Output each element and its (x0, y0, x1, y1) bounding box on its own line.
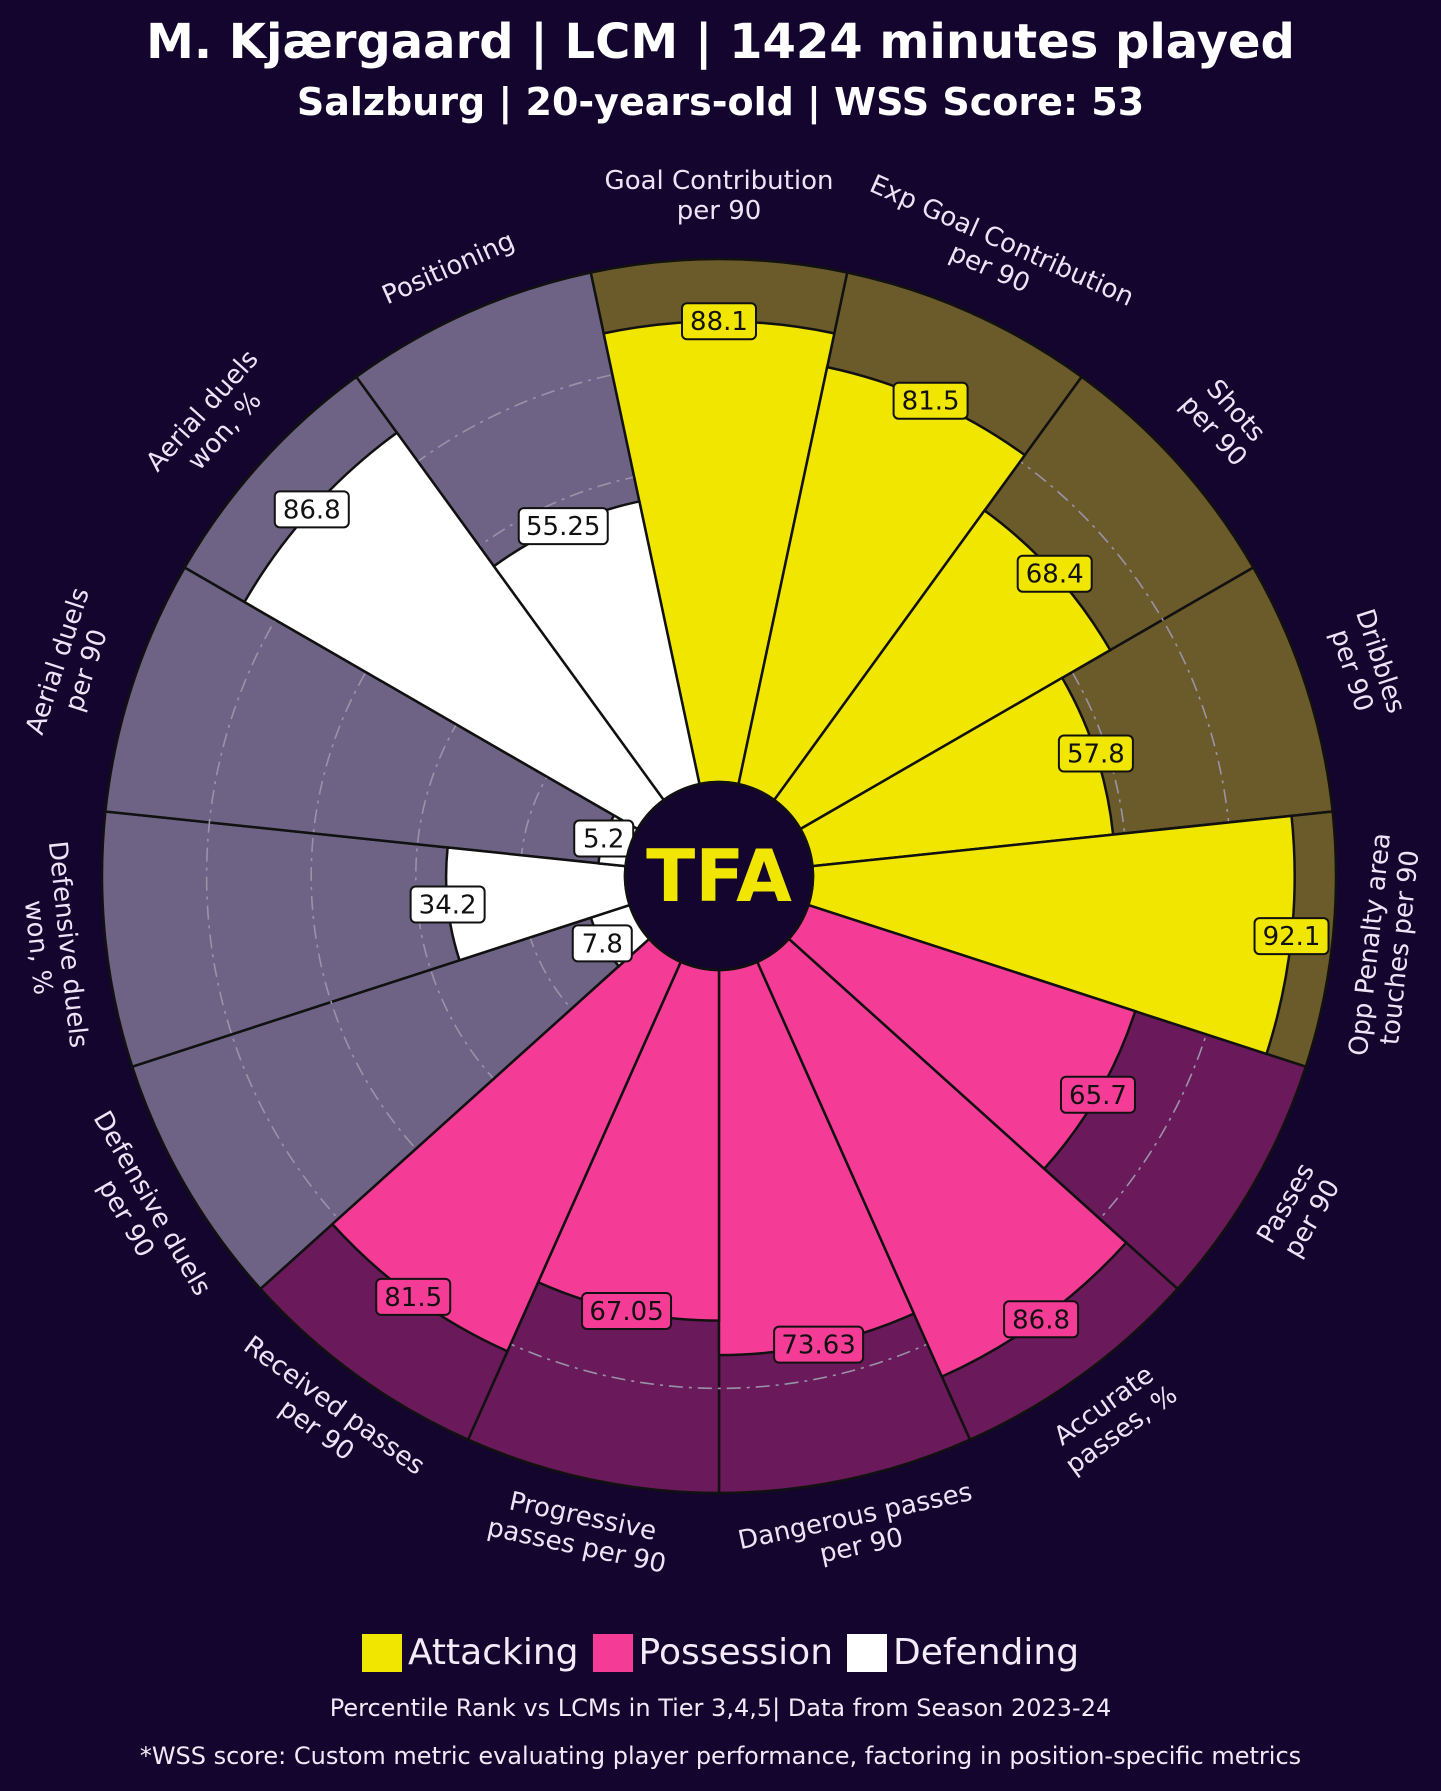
legend-swatch-attacking (361, 1633, 402, 1672)
legend-item-possession: Possession (592, 1632, 834, 1673)
value-text: 86.8 (283, 495, 341, 525)
value-text: 34.2 (419, 891, 477, 921)
value-text: 68.4 (1026, 560, 1084, 590)
value-labels: 88.1 81.5 68.4 57.8 92.1 65.7 86.8 73.63 67.05 81… (273, 302, 1330, 1364)
value-box (571, 924, 633, 963)
value-label: 86.8 (273, 490, 350, 529)
value-text: 92.1 (1263, 922, 1321, 952)
value-box (1059, 1075, 1136, 1114)
legend-label: Defending (893, 1632, 1080, 1673)
chart-subtitle: Salzburg | 20-years-old | WSS Score: 53 (296, 80, 1145, 124)
legend-label: Attacking (407, 1632, 579, 1673)
value-box (892, 381, 969, 420)
value-box (773, 1325, 865, 1364)
legend-label: Possession (638, 1632, 834, 1673)
category-label: Dribblesper 90 (1321, 605, 1411, 726)
footnote-wss: *WSS score: Custom metric evaluating pla… (139, 1742, 1302, 1770)
value-box (273, 490, 350, 529)
value-box (1003, 1300, 1080, 1339)
category-label: Defensive duelswon, % (12, 840, 93, 1053)
value-box (681, 302, 757, 341)
category-label: Dangerous passesper 90 (736, 1477, 982, 1585)
value-text: 57.8 (1067, 740, 1125, 770)
value-label: 68.4 (1016, 554, 1093, 593)
value-text: 55.25 (526, 512, 600, 542)
slice-bars (242, 319, 1296, 1379)
category-label: Aerial duelsper 90 (20, 584, 124, 748)
chart-title: M. Kjærgaard | LCM | 1424 minutes played (146, 14, 1295, 70)
logo-circle (623, 780, 815, 972)
value-box (1016, 554, 1093, 593)
value-label: 86.8 (1003, 1300, 1080, 1339)
tfa-logo: TFA (646, 834, 792, 918)
value-label: 67.05 (581, 1291, 673, 1330)
category-label-line: Positioning (378, 226, 519, 311)
category-label: Passesper 90 (1251, 1158, 1347, 1263)
value-label: 5.2 (573, 819, 635, 858)
category-label: Progressivepasses per 90 (485, 1483, 675, 1580)
value-box (409, 885, 486, 924)
value-box (375, 1277, 452, 1316)
category-label: Shotsper 90 (1174, 370, 1275, 473)
value-text: 65.7 (1069, 1081, 1127, 1111)
value-box (1057, 734, 1134, 773)
value-box (1253, 917, 1330, 956)
value-text: 67.05 (589, 1297, 663, 1327)
value-text: 86.8 (1012, 1305, 1070, 1335)
value-label: 81.5 (892, 381, 969, 420)
category-label-line: per 90 (677, 196, 762, 226)
value-text: 81.5 (384, 1283, 442, 1313)
legend-swatch-defending (847, 1633, 888, 1672)
category-label: Goal Contribution per 90 (605, 166, 834, 226)
value-label: 57.8 (1057, 734, 1134, 773)
legend-swatch-possession (592, 1633, 633, 1672)
category-label-line: Goal Contribution (605, 166, 834, 196)
value-label: 88.1 (681, 302, 757, 341)
footnote-percentile: Percentile Rank vs LCMs in Tier 3,4,5| D… (329, 1694, 1112, 1722)
value-label: 73.63 (773, 1325, 865, 1364)
value-label: 92.1 (1253, 917, 1330, 956)
value-box (517, 507, 609, 546)
value-label: 81.5 (375, 1277, 452, 1316)
value-text: 5.2 (583, 825, 624, 855)
value-text: 88.1 (690, 307, 748, 337)
value-label: 34.2 (409, 885, 486, 924)
legend: Attacking Possession Defending (0, 1632, 1441, 1673)
category-label: Positioning (378, 226, 519, 311)
value-text: 73.63 (781, 1331, 855, 1361)
value-label: 55.25 (517, 507, 609, 546)
value-box (581, 1291, 673, 1330)
value-label: 7.8 (571, 924, 633, 963)
legend-item-defending: Defending (847, 1632, 1079, 1673)
value-text: 7.8 (582, 929, 623, 959)
value-text: 81.5 (902, 387, 960, 417)
category-label: Opp Penalty areatouches per 90 (1344, 832, 1427, 1061)
legend-item-attacking: Attacking (361, 1632, 579, 1673)
value-label: 65.7 (1059, 1075, 1136, 1114)
